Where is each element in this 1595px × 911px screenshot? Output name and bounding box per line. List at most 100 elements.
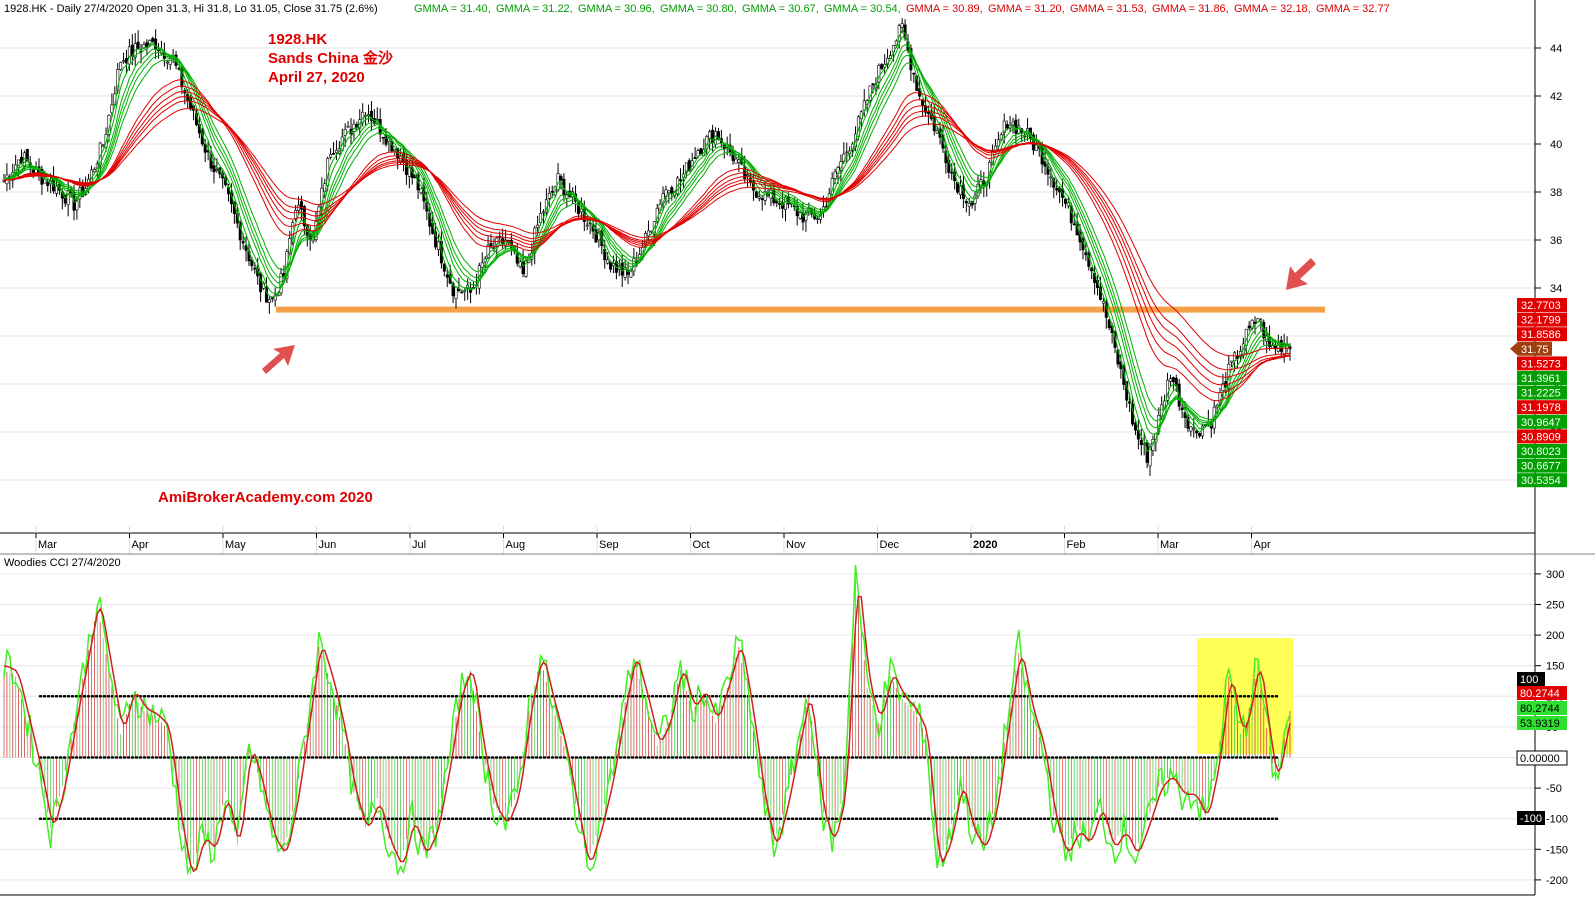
price-value-box [1517,385,1567,400]
candle-body [294,209,298,220]
cci-value-box [1517,811,1545,825]
candle-body [804,212,808,221]
gmma-line [3,100,1291,371]
price-tick-label: 44 [1550,43,1562,55]
time-axis: Mar Apr May Jun Jul Aug Sep Oct Nov Dec 2020 Feb Mar… [35,526,1271,554]
candle-body [950,171,954,174]
candle-body [585,224,589,227]
candle-body [31,169,35,173]
gmma-header-item: GMMA = 32.18, [1234,3,1311,15]
gmma-header-item: GMMA = 31.20, [988,3,1065,15]
candle-body [958,185,962,195]
candle-body [1014,119,1018,134]
candle-body [1171,377,1175,383]
gmma-line [3,59,1291,421]
gmma-line [3,96,1291,378]
month-label: Jun [319,539,337,551]
candle-body [524,260,528,277]
candle-body [215,169,219,171]
cci-value-box [1517,686,1567,700]
price-value-box [1517,312,1567,327]
annotation-company: Sands China 金沙 [268,49,393,67]
candle-body [1113,331,1117,348]
candle-body [935,130,939,134]
candle-body [912,72,916,75]
price-value-box [1517,414,1567,429]
candle-body [515,253,519,264]
candle-body [334,149,338,154]
cci-value-label: 0.00000 [1520,753,1560,765]
candle-body [460,291,464,294]
cci-pane[interactable]: 300250200150100500-50-100-150-200 10080.… [0,554,1568,896]
candle-body [110,104,114,114]
candle-body [101,144,105,147]
candle-body [1122,365,1126,385]
price-tick-label: 38 [1550,187,1562,199]
price-tick-label: 36 [1550,235,1562,247]
candle-body [679,179,683,182]
candle-body [877,65,881,83]
candle-body [536,224,540,228]
candle-body [1084,252,1088,256]
price-value-label: 31.1978 [1521,402,1561,414]
candle-body [434,231,438,248]
cci-grid [0,573,1535,881]
candle-body [606,259,610,264]
month-label: Feb [1067,539,1086,551]
candle-body [445,274,449,278]
candle-body [267,299,271,303]
candle-body [49,180,53,185]
price-value-box [1517,458,1567,473]
candle-body [369,110,373,121]
price-value-label: 32.1799 [1521,315,1561,327]
cci-tick-label: -200 [1546,875,1568,887]
candle-body [518,261,522,268]
cci-value-box [1517,716,1567,730]
gmma-line [3,44,1291,435]
candle-body [550,191,554,193]
candle-body [1265,334,1269,342]
candle-body [299,201,303,210]
candle-body [1230,360,1234,363]
candle-body [737,159,741,163]
price-value-box [1517,327,1567,342]
cci-tick-label: 250 [1546,600,1564,612]
candle-body [43,178,47,184]
cci-tick-label: 150 [1546,661,1564,673]
candle-body [646,230,650,237]
candle-body [734,158,738,164]
candle-body [1168,378,1172,382]
cci-tick-label: -100 [1546,814,1568,826]
month-label: Aug [506,539,526,551]
candle-body [1221,383,1225,392]
candle-body [1139,439,1143,445]
price-value-label: 30.5354 [1521,475,1561,487]
candle-body [629,271,633,278]
candle-body [381,136,385,139]
month-label: Oct [693,539,710,551]
candle-body [244,245,248,251]
candle-body [119,62,123,70]
price-grid [0,47,1535,481]
candle-body [46,181,50,186]
price-value-box [1517,356,1567,371]
price-pane[interactable]: 26283032343638404244 32.770332.179931.85… [0,0,1567,554]
annotation-date: April 27, 2020 [268,69,365,86]
cci-lines [3,564,1291,877]
cci-value-label: 80.2744 [1520,688,1560,700]
candle-body [451,283,455,297]
month-label: Dec [880,539,900,551]
price-value-label: 32.7703 [1521,300,1561,312]
candle-body [343,128,347,136]
price-value-label: 31.2225 [1521,388,1561,400]
arrow-icon-left [262,345,295,374]
candle-body [1192,427,1196,430]
support-level-line [276,306,1325,313]
cci-value-box [1517,701,1567,715]
cci-fast-line [3,564,1291,877]
candle-body [168,58,172,66]
candle-body [833,171,837,179]
candle-body [696,150,700,157]
price-value-label: 30.9647 [1521,417,1561,429]
